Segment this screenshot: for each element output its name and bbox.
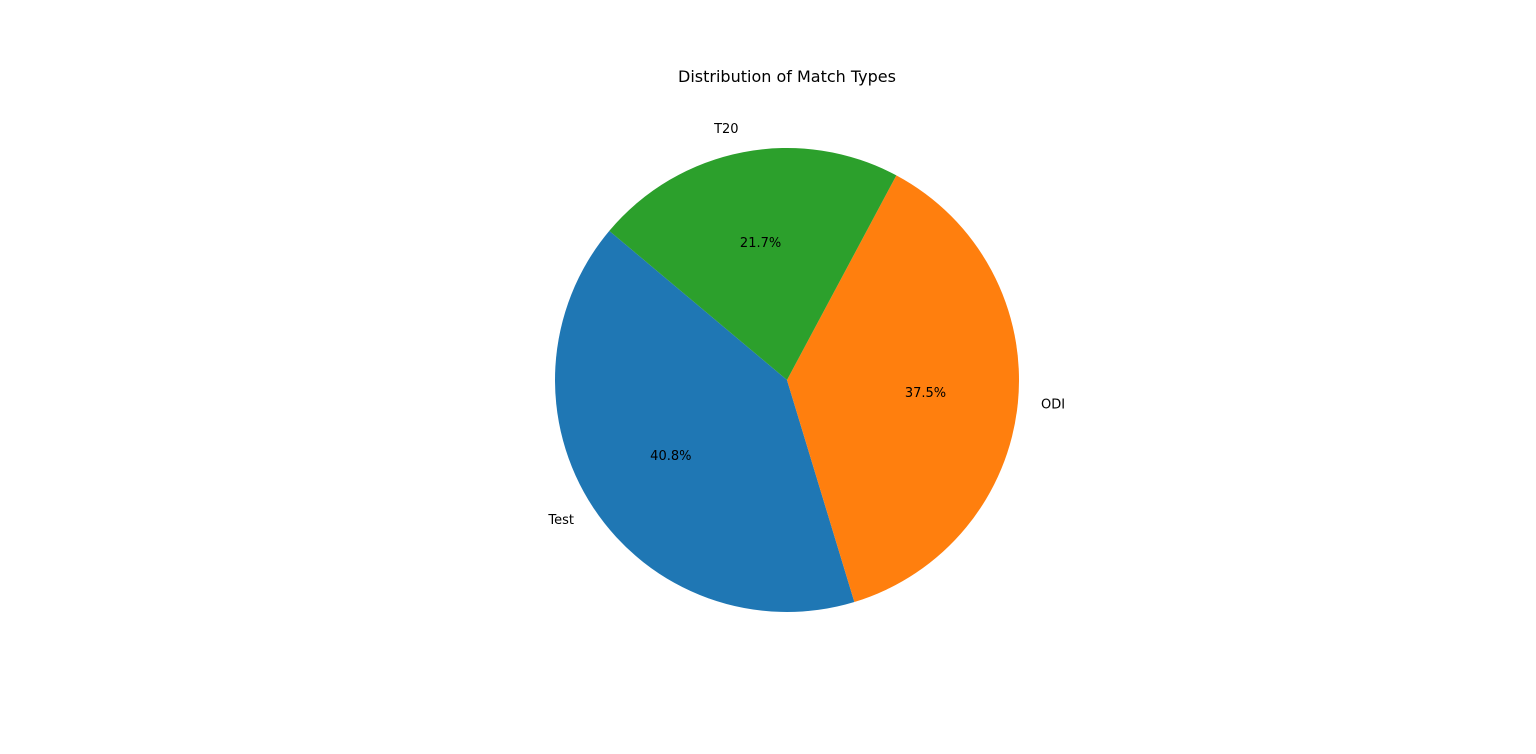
pie-labels: Test 40.8% ODI 37.5% T20 21.7% [547,122,1065,528]
pie-slice-test [555,230,855,612]
pct-label-t20: 21.7% [740,236,781,251]
pct-label-test: 40.8% [650,449,691,464]
pie-slices [555,147,1020,612]
slice-label-test: Test [547,513,574,528]
pct-label-odi: 37.5% [905,386,946,401]
slice-label-t20: T20 [713,122,738,137]
pie-slice-t20 [609,147,897,380]
pie-slice-odi [787,175,1020,602]
slice-label-odi: ODI [1041,397,1065,412]
chart-title: Distribution of Match Types [678,67,896,86]
